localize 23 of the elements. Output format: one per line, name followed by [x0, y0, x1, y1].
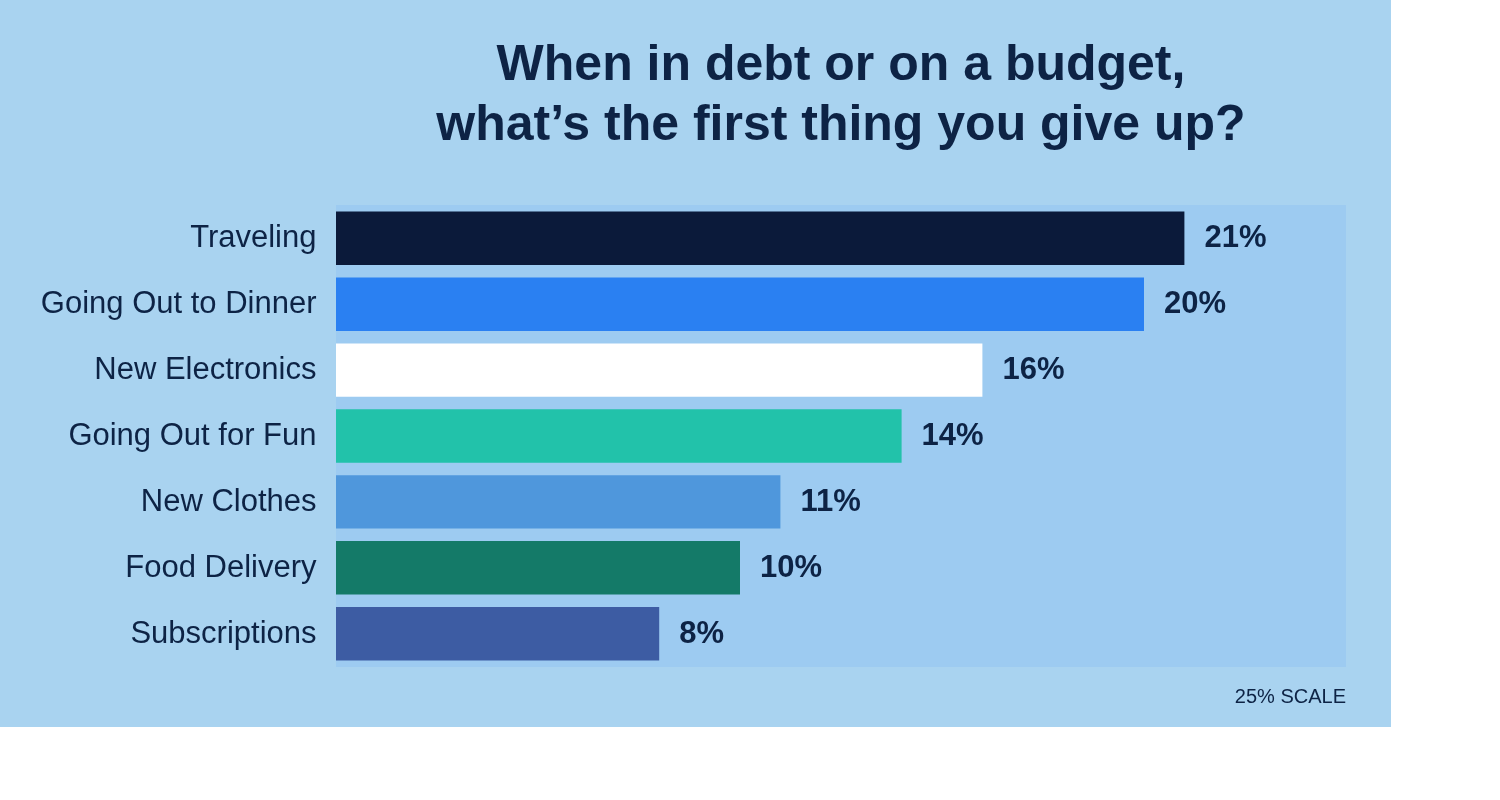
data-label: 11%	[800, 482, 861, 518]
chart-title: When in debt or on a budget, what’s the first thing you give up?	[435, 35, 1246, 151]
data-label: 21%	[1204, 219, 1267, 255]
bar	[336, 607, 660, 661]
bar	[336, 475, 781, 529]
bar	[336, 211, 1185, 265]
bar	[336, 409, 902, 463]
data-label: 14%	[921, 417, 984, 452]
data-label: 16%	[1002, 351, 1065, 387]
y-tick-label: New Electronics	[94, 351, 317, 387]
y-tick-label: Going Out to Dinner	[40, 285, 317, 321]
bar	[336, 541, 740, 595]
data-label: 20%	[1164, 285, 1227, 321]
y-tick-label: Going Out for Fun	[68, 417, 317, 452]
y-tick-label: Food Delivery	[125, 548, 317, 584]
y-tick-label: Traveling	[190, 219, 317, 255]
bar	[336, 343, 983, 397]
y-tick-label: New Clothes	[140, 482, 317, 518]
data-label: 8%	[679, 614, 725, 650]
bar	[336, 277, 1144, 331]
text: 25% SCALE	[1234, 685, 1346, 707]
data-label: 10%	[760, 548, 823, 584]
y-tick-label: Subscriptions	[130, 614, 317, 650]
